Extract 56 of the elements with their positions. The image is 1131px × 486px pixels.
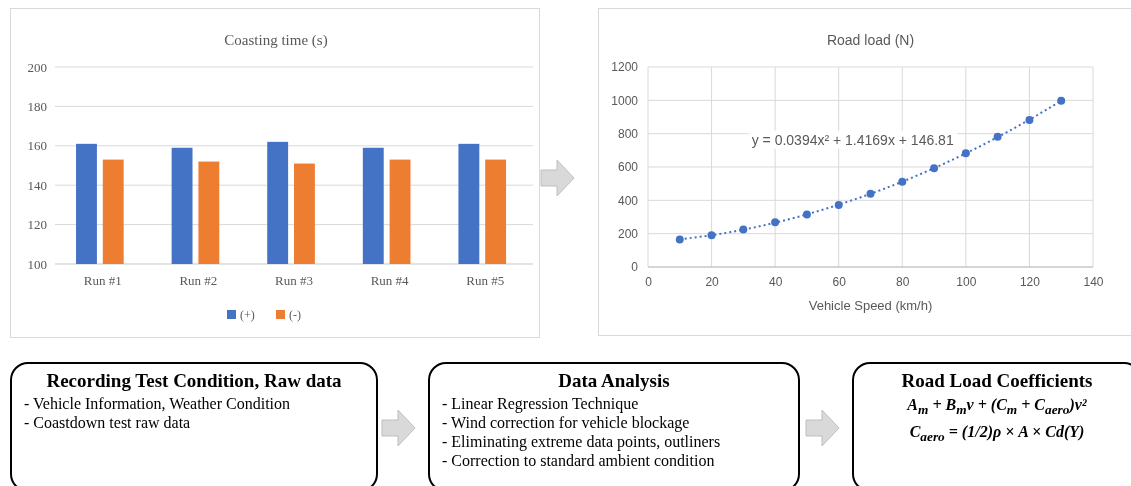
point xyxy=(707,231,716,240)
text: - Vehicle Information, Weather Condition xyxy=(24,394,292,413)
x-tick-label: Run #1 xyxy=(83,273,122,289)
x-tick-label: 80 xyxy=(896,274,910,289)
point xyxy=(1057,96,1066,105)
x-tick-label: Run #2 xyxy=(179,273,218,289)
point xyxy=(961,149,970,158)
text: Data Analysis xyxy=(557,370,671,392)
x-tick-label: 40 xyxy=(768,274,783,289)
point xyxy=(993,132,1002,141)
y-tick-label: 200 xyxy=(27,59,47,75)
point xyxy=(675,235,684,244)
text: - Eliminating extreme data points, outliners xyxy=(442,432,722,451)
y-tick-label: 1200 xyxy=(611,60,639,75)
point xyxy=(930,164,939,173)
y-tick-label: 140 xyxy=(27,177,47,193)
y-tick-label: 1000 xyxy=(611,93,639,108)
point xyxy=(771,218,780,227)
x-tick-label: Run #5 xyxy=(466,273,505,289)
x-tick-label: 120 xyxy=(1019,274,1041,289)
y-tick-label: 100 xyxy=(27,256,47,272)
x-axis-title: Vehicle Speed (km/h) xyxy=(808,298,933,313)
legend-label: (+) xyxy=(240,308,255,322)
text: - Wind correction for vehicle blockage xyxy=(442,413,691,432)
text: A$_{m}$ + B$_{m}$v + (C$_{m}$ + C$_{aero}$)v² xyxy=(907,396,1087,418)
y-tick-label: 600 xyxy=(617,160,639,175)
y-tick-label: 200 xyxy=(617,227,639,242)
point xyxy=(834,201,843,209)
text: - Coastdown test raw data xyxy=(24,413,192,432)
y-tick-label: 0 xyxy=(631,260,639,275)
text: C$_{aero}$ = (1/2)ρ × A × Cd(Y) xyxy=(908,422,1086,447)
text: - Linear Regression Technique xyxy=(442,394,640,413)
x-tick-label: 60 xyxy=(832,274,847,289)
chart-title: Road load (N) xyxy=(826,32,915,48)
y-tick-label: 120 xyxy=(27,217,47,233)
x-tick-label: Run #3 xyxy=(275,273,313,289)
annotation: y = 0.0394x² + 1.4169x + 146.81 xyxy=(751,131,954,148)
x-tick-label: 0 xyxy=(645,274,653,289)
point xyxy=(739,225,748,234)
y-tick-label: 180 xyxy=(27,99,47,115)
x-tick-label: Run #4 xyxy=(370,273,410,289)
point xyxy=(802,210,811,219)
text: Recording Test Condition, Raw data xyxy=(45,370,343,392)
x-tick-label: 140 xyxy=(1083,274,1104,289)
x-tick-label: 20 xyxy=(705,274,720,289)
point xyxy=(866,189,875,198)
x-tick-label: 100 xyxy=(956,274,977,289)
point xyxy=(1025,116,1034,124)
point xyxy=(898,177,907,186)
chart-title: Coasting time (s) xyxy=(224,32,328,49)
y-tick-label: 400 xyxy=(617,193,639,208)
y-tick-label: 800 xyxy=(617,127,639,142)
legend-label: (-) xyxy=(289,308,301,322)
text: Road Load Coefficients xyxy=(900,370,1094,392)
y-tick-label: 160 xyxy=(27,138,47,154)
text: - Correction to standard ambient condition xyxy=(442,451,716,470)
